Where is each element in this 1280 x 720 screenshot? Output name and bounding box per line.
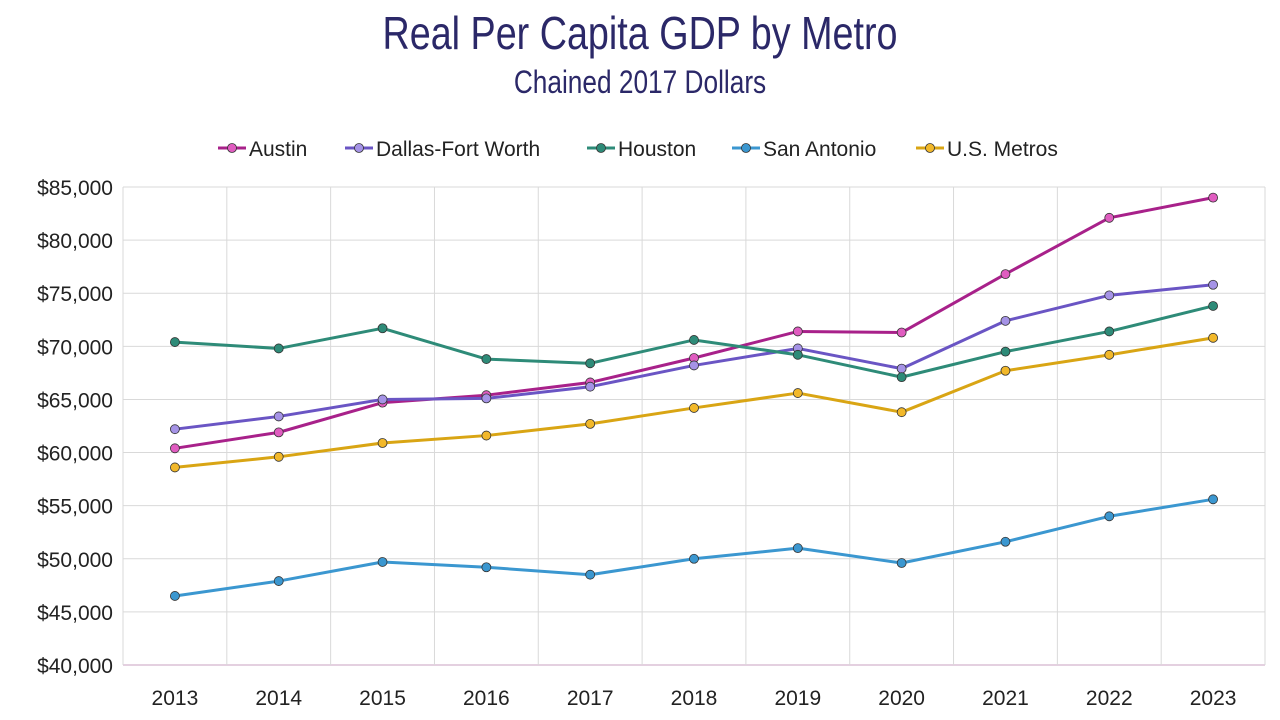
data-point: [585, 418, 596, 429]
legend-marker: [596, 143, 606, 153]
data-point: [1000, 346, 1011, 357]
data-point: [585, 358, 596, 369]
data-point: [689, 403, 699, 413]
legend-marker: [227, 143, 237, 153]
legend-marker: [741, 143, 751, 153]
data-point: [1104, 212, 1115, 223]
y-tick-label: $80,000: [37, 230, 113, 253]
legend-label: Houston: [618, 138, 696, 161]
x-tick-label: 2023: [1190, 687, 1237, 710]
data-point: [896, 407, 907, 418]
data-point: [481, 430, 492, 441]
data-point: [585, 381, 596, 392]
data-point: [1000, 536, 1011, 547]
legend-label: U.S. Metros: [947, 138, 1058, 161]
data-point: [1104, 511, 1115, 522]
data-point: [377, 323, 388, 334]
data-point: [273, 343, 284, 354]
data-point: [792, 326, 803, 337]
data-point: [170, 591, 180, 601]
data-point: [170, 424, 180, 435]
data-point: [481, 354, 492, 364]
data-point: [170, 443, 180, 454]
x-tick-label: 2019: [774, 687, 821, 710]
y-tick-label: $60,000: [37, 443, 113, 466]
data-point: [896, 372, 907, 383]
data-point: [792, 349, 803, 360]
y-tick-label: $40,000: [37, 655, 113, 678]
x-tick-label: 2017: [567, 687, 614, 710]
data-point: [1000, 315, 1011, 326]
data-point: [1104, 349, 1115, 360]
data-point: [896, 558, 907, 568]
data-point: [689, 360, 699, 371]
data-point: [896, 327, 907, 338]
data-point: [1208, 279, 1218, 290]
legend-marker: [354, 143, 364, 153]
legend-marker: [925, 143, 935, 153]
y-tick-label: $65,000: [37, 389, 113, 412]
data-point: [170, 462, 180, 473]
data-point: [1000, 365, 1011, 376]
data-point: [1104, 290, 1115, 301]
chart-subtitle: Chained 2017 Dollars: [513, 64, 767, 100]
data-point: [273, 411, 284, 422]
data-point: [1208, 301, 1218, 311]
data-point: [1208, 192, 1218, 203]
x-tick-label: 2022: [1086, 687, 1133, 710]
x-tick-label: 2013: [152, 687, 199, 710]
x-tick-label: 2018: [671, 687, 718, 710]
y-tick-label: $75,000: [37, 283, 113, 306]
y-tick-label: $55,000: [37, 496, 113, 519]
data-point: [1208, 494, 1218, 505]
x-tick-label: 2014: [255, 687, 302, 710]
legend-label: Austin: [249, 138, 307, 161]
y-tick-label: $70,000: [37, 336, 113, 359]
data-point: [1000, 269, 1011, 280]
data-point: [170, 337, 180, 347]
x-tick-label: 2021: [982, 687, 1029, 710]
legend-label: Dallas-Fort Worth: [376, 138, 540, 161]
data-point: [273, 451, 284, 462]
y-tick-label: $50,000: [37, 549, 113, 572]
data-point: [273, 427, 284, 438]
data-point: [377, 557, 388, 567]
data-point: [481, 562, 492, 573]
data-point: [1208, 332, 1218, 343]
data-point: [585, 569, 596, 580]
x-tick-label: 2016: [463, 687, 510, 710]
y-tick-label: $45,000: [37, 602, 113, 625]
chart-title: Real Per Capita GDP by Metro: [382, 7, 898, 59]
data-point: [792, 543, 803, 554]
data-point: [273, 576, 284, 586]
data-point: [1104, 326, 1115, 337]
legend-label: San Antonio: [763, 138, 876, 161]
data-point: [377, 394, 388, 405]
data-point: [689, 553, 699, 564]
data-point: [481, 393, 492, 404]
x-tick-label: 2020: [878, 687, 925, 710]
y-tick-label: $85,000: [37, 177, 113, 200]
data-point: [689, 335, 699, 345]
data-point: [792, 388, 803, 398]
data-point: [377, 438, 388, 448]
data-point: [896, 363, 907, 374]
x-tick-label: 2015: [359, 687, 406, 710]
